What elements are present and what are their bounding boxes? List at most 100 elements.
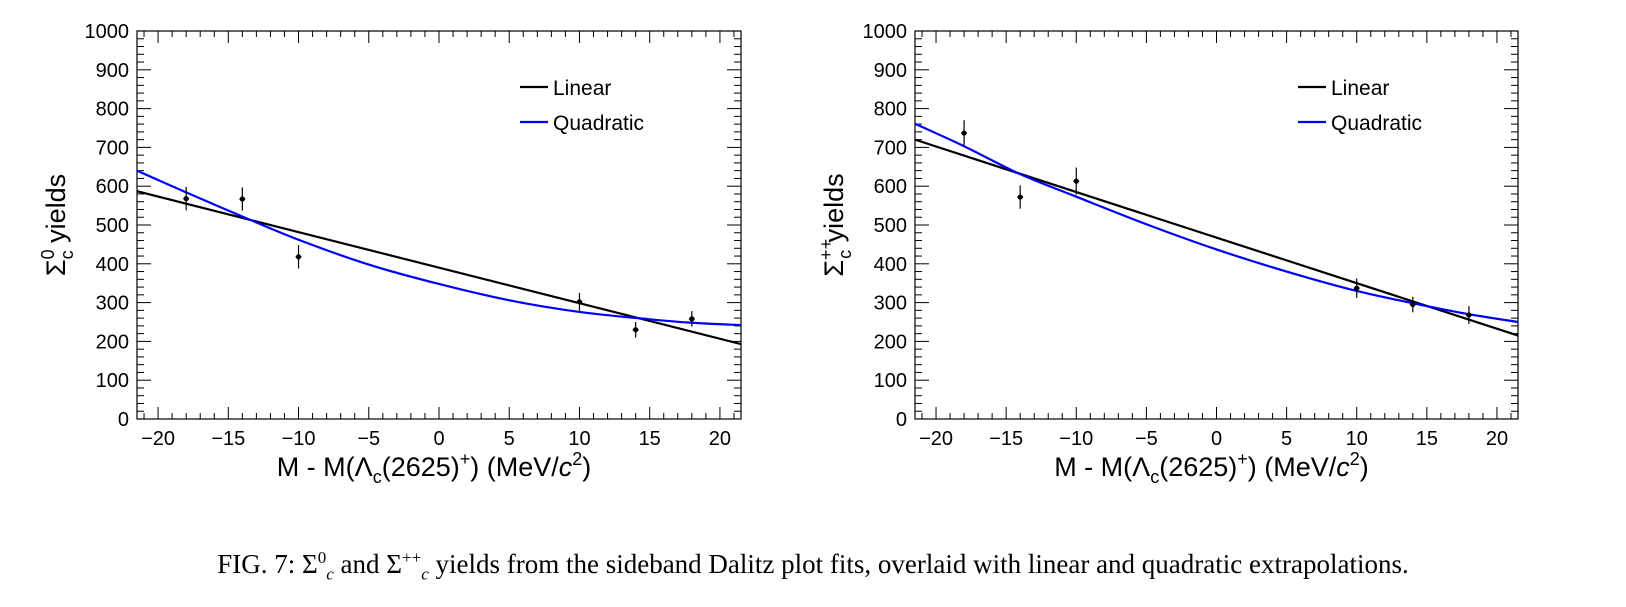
x-tick: 10 <box>568 31 591 450</box>
x-tick: −20 <box>141 31 175 450</box>
y-tick-label: 600 <box>874 176 907 198</box>
point-marker <box>295 254 302 260</box>
x-tick: −5 <box>1135 31 1158 450</box>
y-tick: 100 <box>874 370 1518 392</box>
plot-frame <box>136 30 742 420</box>
legend-entry-quadratic: Quadratic <box>520 112 644 135</box>
legend-label: Quadratic <box>553 112 644 135</box>
point-marker <box>576 299 583 305</box>
y-tick-label: 200 <box>874 331 907 353</box>
y-tick: 900 <box>874 60 1518 82</box>
legend-label: Quadratic <box>1331 112 1422 135</box>
x-tick: 0 <box>433 31 445 450</box>
x-tick-label: −5 <box>357 428 380 450</box>
x-tick: −15 <box>211 31 245 450</box>
point-marker <box>689 316 695 322</box>
y-tick: 400 <box>96 254 741 276</box>
y-tick-label: 700 <box>874 137 907 159</box>
x-tick-label: 20 <box>1486 428 1508 450</box>
data-point <box>1465 306 1472 324</box>
plot-frame <box>914 30 1519 420</box>
x-tick-label: −15 <box>211 428 245 450</box>
y-tick: 500 <box>96 215 741 237</box>
y-tick: 200 <box>874 331 1518 353</box>
point-marker <box>1017 194 1023 200</box>
y-tick: 100 <box>96 370 741 392</box>
y-tick: 900 <box>96 60 741 82</box>
data-point <box>1353 278 1360 298</box>
y-tick-label: 700 <box>96 137 129 159</box>
point-marker <box>633 327 639 333</box>
fit-curve-quadratic <box>137 169 741 327</box>
x-tick-label: 10 <box>1346 428 1368 450</box>
y-tick-label: 600 <box>96 176 129 198</box>
caption-fig-label: FIG. 7: <box>217 549 296 579</box>
y-tick-label: 800 <box>874 99 907 121</box>
caption-sigma-plusplus: Σ++c <box>386 548 429 584</box>
legend-label: Linear <box>553 77 611 100</box>
y-tick-label: 100 <box>96 370 129 392</box>
x-tick-label: 0 <box>1211 428 1222 450</box>
x-tick-label: −20 <box>141 428 175 450</box>
y-axis-label: Σ0c yields <box>38 174 77 276</box>
data-point <box>961 120 968 146</box>
x-tick: −20 <box>919 31 953 450</box>
data-point <box>239 187 246 211</box>
y-tick: 600 <box>96 176 741 198</box>
data-point <box>1409 296 1416 313</box>
x-tick-label: 5 <box>1281 428 1292 450</box>
y-tick-label: 0 <box>118 409 129 431</box>
point-marker <box>961 130 967 136</box>
y-tick: 200 <box>96 331 741 353</box>
x-tick: −15 <box>989 31 1023 450</box>
x-tick: −10 <box>1059 31 1093 450</box>
y-tick-label: 300 <box>96 293 129 315</box>
legend-entry-linear: Linear <box>1298 77 1389 100</box>
y-tick-label: 200 <box>96 331 129 353</box>
point-marker <box>239 196 245 202</box>
x-axis-label: M - M(Λc(2625)+) (MeV/c2) <box>1054 449 1369 487</box>
y-tick-label: 900 <box>96 60 129 82</box>
y-tick: 800 <box>96 99 741 121</box>
y-tick-label: 1000 <box>863 21 908 43</box>
point-marker <box>1410 301 1416 308</box>
x-axis-label: M - M(Λc(2625)+) (MeV/c2) <box>277 449 592 487</box>
x-tick-label: 15 <box>639 428 661 450</box>
y-tick-label: 0 <box>896 409 907 431</box>
y-tick: 600 <box>874 176 1518 198</box>
legend-entry-linear: Linear <box>520 77 611 100</box>
x-tick-label: 15 <box>1416 428 1438 450</box>
y-tick: 400 <box>874 254 1518 276</box>
x-tick: 10 <box>1346 31 1368 450</box>
x-tick: −10 <box>282 31 316 450</box>
x-tick-label: 10 <box>568 428 590 450</box>
x-tick-label: −10 <box>282 428 316 450</box>
y-tick-label: 400 <box>96 254 129 276</box>
x-tick-label: −5 <box>1135 428 1158 450</box>
point-marker <box>1466 312 1472 318</box>
y-tick-label: 500 <box>96 215 129 237</box>
fit-curve-quadratic <box>915 122 1518 324</box>
point-marker <box>1073 178 1079 184</box>
point-marker <box>183 196 189 202</box>
y-tick-label: 100 <box>874 370 907 392</box>
y-tick: 500 <box>874 215 1518 237</box>
x-tick-label: 20 <box>709 428 731 450</box>
y-tick: 300 <box>96 293 741 315</box>
x-tick: 0 <box>1211 31 1222 450</box>
x-tick-label: 0 <box>433 428 444 450</box>
x-tick: −5 <box>357 31 380 450</box>
data-point <box>1017 185 1024 209</box>
y-tick: 300 <box>874 293 1518 315</box>
caption-sigma-zero: Σ0c <box>302 548 334 584</box>
x-tick: 15 <box>639 31 661 450</box>
y-tick: 700 <box>874 137 1518 159</box>
x-tick-label: 5 <box>504 428 515 450</box>
point-marker <box>1354 285 1360 291</box>
fit-curve-linear <box>137 190 741 346</box>
data-point <box>295 245 302 269</box>
caption-and: and <box>340 549 380 579</box>
legend-entry-quadratic: Quadratic <box>1298 112 1422 135</box>
